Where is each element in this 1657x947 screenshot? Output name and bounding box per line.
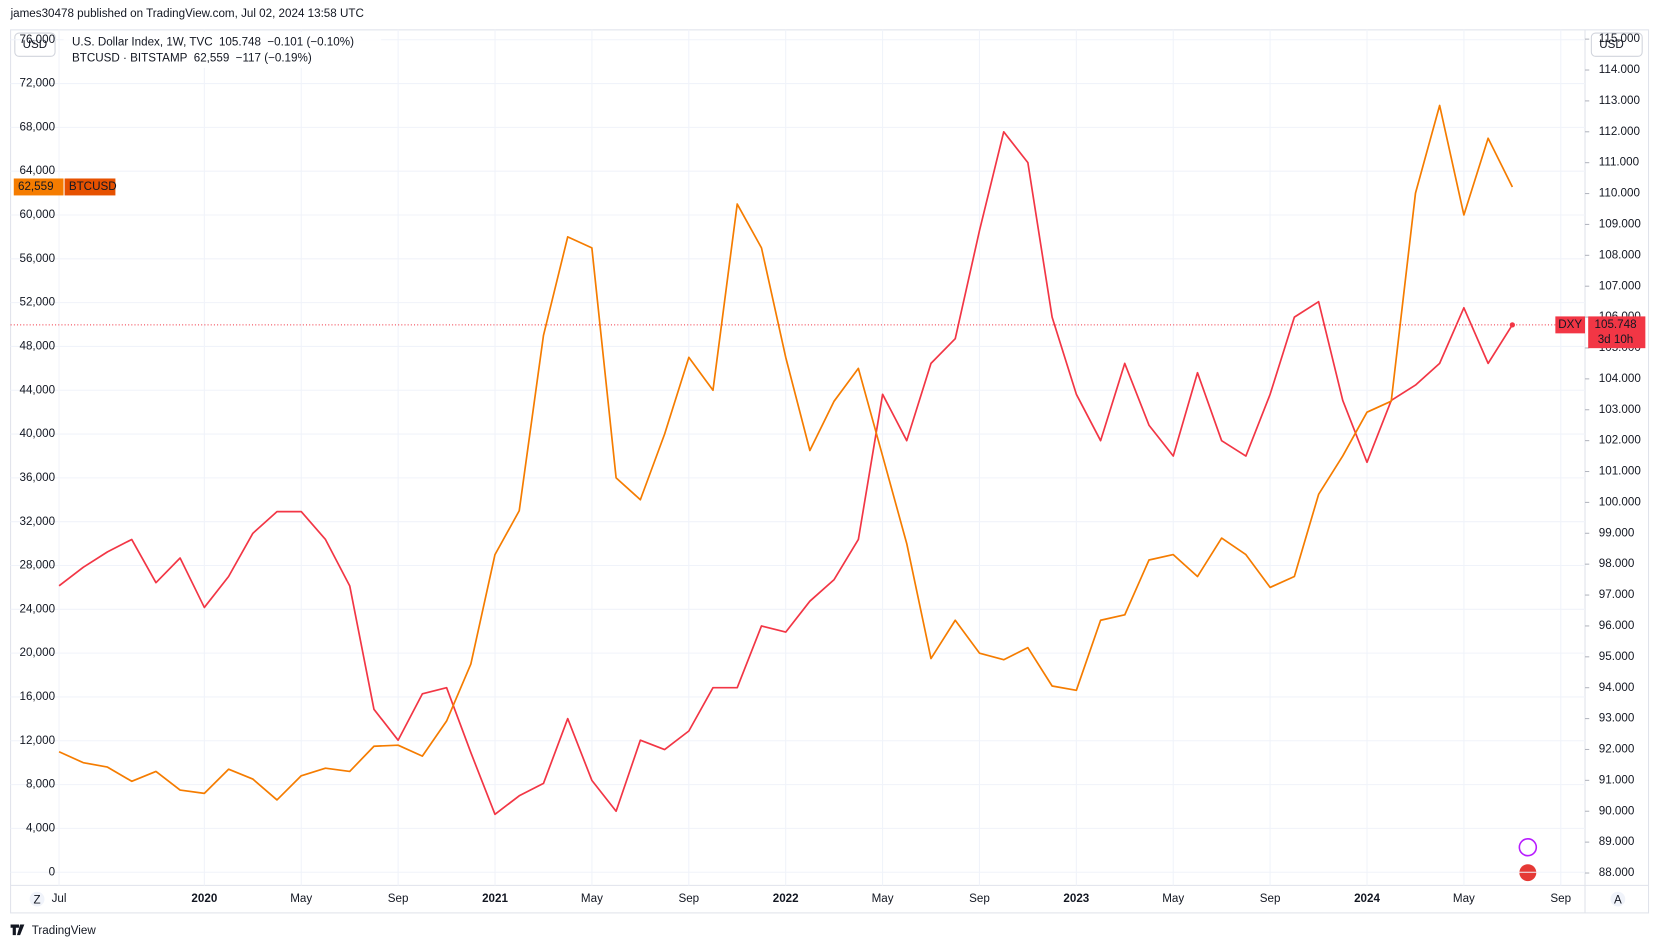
- symbol-tag: [1555, 316, 1586, 334]
- last-point: [1509, 322, 1515, 328]
- x-tick-label: May: [1162, 892, 1184, 905]
- x-tick-label: Sep: [388, 892, 409, 905]
- legend-last: 105.748: [219, 36, 261, 49]
- y-tick-label: 32,000: [19, 515, 55, 528]
- x-tick-label: 2020: [191, 892, 217, 905]
- symbol-tag-text: DXY: [1558, 318, 1582, 331]
- y-tick-label: 40,000: [19, 427, 55, 440]
- button-bg[interactable]: [1610, 891, 1626, 907]
- series-line: [58, 130, 1514, 816]
- y2-tick-label: 98.000: [1599, 557, 1635, 570]
- event-icon[interactable]: [1518, 837, 1538, 857]
- y-tick-label: 4,000: [26, 821, 56, 834]
- y-tick-label: 24,000: [19, 602, 55, 615]
- y-tick-label: 12,000: [19, 734, 55, 747]
- legend-change: −117 (−0.19%): [236, 52, 312, 65]
- left-unit[interactable]: USD: [23, 38, 48, 51]
- x-tick-label: May: [1453, 892, 1475, 905]
- y-tick-label: 60,000: [19, 208, 55, 221]
- y2-tick-label: 111.000: [1599, 156, 1640, 169]
- x-tick-label: May: [872, 892, 894, 905]
- y-tick-label: 56,000: [19, 252, 55, 265]
- legend-name: BTCUSD · BITSTAMP: [72, 52, 188, 65]
- y2-tick-label: 88.000: [1599, 866, 1635, 879]
- x-tick-label: 2023: [1063, 892, 1089, 905]
- x-tick-label: Sep: [969, 892, 990, 905]
- x-tick-label: Sep: [678, 892, 699, 905]
- y2-tick-label: 102.000: [1599, 434, 1642, 447]
- y2-tick-label: 109.000: [1599, 218, 1642, 231]
- y-tick-label: 64,000: [19, 164, 55, 177]
- y2-tick-label: 91.000: [1599, 773, 1635, 786]
- y2-tick-label: 99.000: [1599, 526, 1635, 539]
- y-tick-label: 76,000: [19, 33, 55, 46]
- price-tag-text: 105.748: [1595, 318, 1637, 331]
- y-tick-label: 16,000: [19, 690, 55, 703]
- y-tick-label: 20,000: [19, 646, 55, 659]
- y-tick-label: 72,000: [19, 77, 55, 90]
- x-tick-label: Jul: [52, 892, 67, 905]
- x-tick-label: 2024: [1354, 892, 1380, 905]
- x-tick-label: May: [290, 892, 312, 905]
- y-tick-label: 28,000: [19, 559, 55, 572]
- footer-brand: TradingView: [32, 924, 97, 937]
- unit-button[interactable]: [14, 32, 56, 57]
- right-unit[interactable]: USD: [1599, 38, 1624, 51]
- y-tick-label: 52,000: [19, 296, 55, 309]
- y2-tick-label: 92.000: [1599, 743, 1635, 756]
- countdown: 3d 10h: [1598, 333, 1634, 346]
- y2-tick-label: 94.000: [1599, 681, 1635, 694]
- legend-last: 62,559: [194, 52, 230, 65]
- legend-change: −0.101 (−0.10%): [267, 36, 354, 49]
- x-tick-label: 2022: [773, 892, 799, 905]
- x-tick-label: Sep: [1550, 892, 1571, 905]
- y2-tick-label: 112.000: [1599, 125, 1641, 138]
- auto-button[interactable]: A: [1614, 893, 1622, 906]
- y2-tick-label: 100.000: [1599, 495, 1642, 508]
- y2-tick-label: 113.000: [1599, 94, 1641, 107]
- price-tag: [13, 178, 64, 196]
- y2-tick-label: 107.000: [1599, 279, 1642, 292]
- y2-tick-label: 104.000: [1599, 372, 1642, 385]
- y2-tick-label: 90.000: [1599, 804, 1635, 817]
- y2-tick-label: 114.000: [1599, 63, 1641, 76]
- series-line: [58, 104, 1514, 801]
- y2-tick-label: 108.000: [1599, 248, 1642, 261]
- y-tick-label: 8,000: [26, 778, 56, 791]
- frame: [10, 29, 1650, 914]
- x-tick-label: 2021: [482, 892, 508, 905]
- y2-tick-label: 93.000: [1599, 712, 1635, 725]
- zoom-button[interactable]: Z: [34, 893, 41, 906]
- y2-tick-label: 110.000: [1599, 187, 1641, 200]
- x-tick-label: May: [581, 892, 603, 905]
- symbol-tag: [64, 178, 116, 196]
- price-tag: [1588, 316, 1646, 349]
- x-tick-label: Sep: [1260, 892, 1281, 905]
- publish-note: james30478 published on TradingView.com,…: [10, 7, 364, 20]
- price-tag-text: 62,559: [18, 180, 54, 193]
- y-tick-label: 0: [49, 865, 56, 878]
- y2-tick-label: 96.000: [1599, 619, 1635, 632]
- y2-tick-label: 97.000: [1599, 588, 1635, 601]
- legend-backdrop: [63, 31, 382, 68]
- y2-tick-label: 95.000: [1599, 650, 1635, 663]
- legend-name: U.S. Dollar Index, 1W, TVC: [72, 36, 213, 49]
- y2-tick-label: 89.000: [1599, 835, 1635, 848]
- y-tick-label: 68,000: [19, 120, 55, 133]
- y2-tick-label: 115.000: [1599, 32, 1641, 45]
- y-tick-label: 48,000: [19, 340, 55, 353]
- y2-tick-label: 101.000: [1599, 465, 1642, 478]
- y-tick-label: 36,000: [19, 471, 55, 484]
- y2-tick-label: 103.000: [1599, 403, 1642, 416]
- symbol-tag-text: BTCUSD: [69, 180, 117, 193]
- unit-button[interactable]: [1590, 32, 1643, 57]
- logo: [10, 924, 25, 936]
- button-bg[interactable]: [29, 891, 45, 907]
- y-tick-label: 44,000: [19, 383, 55, 396]
